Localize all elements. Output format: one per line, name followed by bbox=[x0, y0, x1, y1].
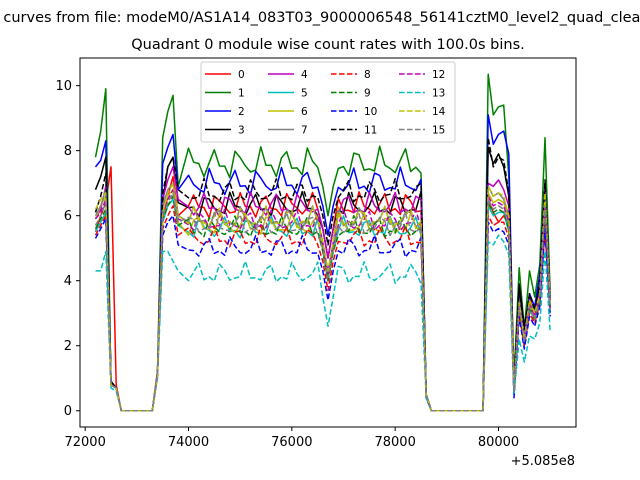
legend-label-12: 12 bbox=[432, 69, 445, 81]
legend-label-11: 11 bbox=[364, 125, 377, 137]
legend-label-1: 1 bbox=[238, 88, 245, 100]
y-tick-label: 0 bbox=[64, 404, 72, 419]
chart-title: Quadrant 0 module wise count rates with … bbox=[131, 37, 525, 53]
legend-label-0: 0 bbox=[238, 69, 245, 81]
legend-label-8: 8 bbox=[364, 69, 371, 81]
legend-label-3: 3 bbox=[238, 125, 245, 137]
x-tick-label: 74000 bbox=[168, 435, 209, 450]
x-tick-label: 72000 bbox=[64, 435, 105, 450]
legend-label-13: 13 bbox=[432, 88, 445, 100]
series-line-8 bbox=[94, 205, 551, 412]
series-line-11 bbox=[94, 136, 551, 412]
y-tick-label: 4 bbox=[64, 274, 72, 289]
series-line-10 bbox=[94, 214, 551, 412]
x-tick-label: 76000 bbox=[271, 435, 312, 450]
x-tick-label: 80000 bbox=[478, 435, 519, 450]
legend-label-15: 15 bbox=[432, 125, 445, 137]
axes-frame bbox=[79, 57, 577, 428]
y-tick-label: 2 bbox=[64, 339, 72, 354]
y-tick-label: 8 bbox=[64, 144, 72, 159]
legend-label-5: 5 bbox=[301, 88, 308, 100]
y-tick-label: 6 bbox=[64, 209, 72, 224]
ticks-layer: 72000 74000 76000 78000 80000 0 2 4 6 8 10 bbox=[55, 79, 519, 450]
series-line-9 bbox=[94, 195, 551, 412]
legend-label-7: 7 bbox=[301, 125, 308, 137]
y-tick-label: 10 bbox=[55, 79, 72, 94]
x-offset-label: +5.085e8 bbox=[511, 454, 575, 469]
legend-label-9: 9 bbox=[364, 88, 371, 100]
series-layer bbox=[94, 73, 551, 412]
series-line-15 bbox=[94, 192, 551, 412]
legend-label-14: 14 bbox=[432, 106, 446, 118]
legend-label-4: 4 bbox=[301, 69, 308, 81]
series-line-14 bbox=[94, 182, 551, 412]
legend-label-2: 2 bbox=[238, 106, 245, 118]
figure-suptitle: Light curves from file: modeM0/AS1A14_08… bbox=[0, 10, 640, 26]
legend-label-6: 6 bbox=[301, 106, 308, 118]
legend-box bbox=[200, 61, 456, 143]
legend-label-10: 10 bbox=[364, 106, 377, 118]
x-tick-label: 78000 bbox=[374, 435, 415, 450]
